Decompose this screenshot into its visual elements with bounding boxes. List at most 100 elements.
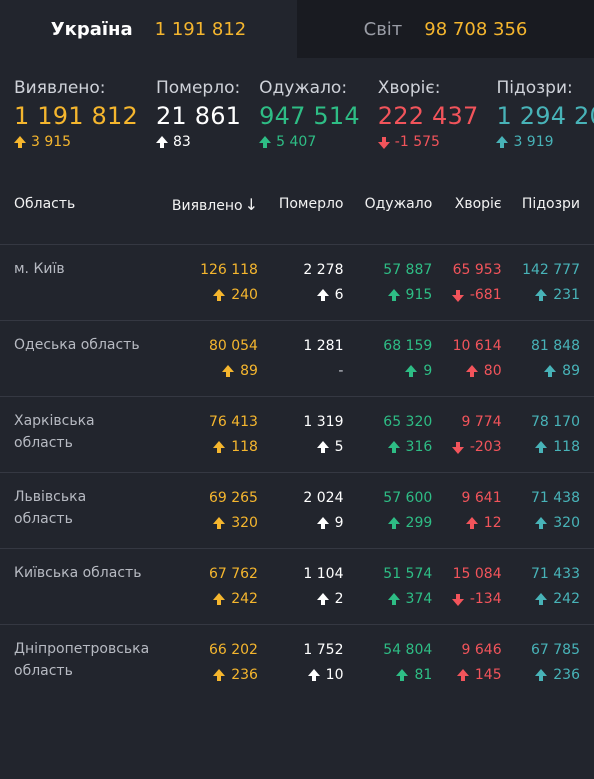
recovered-delta-value: 374 (405, 591, 433, 607)
suspected-cell: 71 438 320 (516, 473, 594, 549)
arrow-down-icon (451, 289, 464, 302)
col-header-recovered[interactable]: Одужало (364, 196, 433, 212)
arrow-up-icon (155, 135, 168, 148)
summary-stat-label: Виявлено: (14, 78, 106, 98)
arrow-up-icon (535, 516, 548, 529)
arrow-up-icon (387, 516, 400, 529)
detected-delta-value: 240 (231, 287, 258, 303)
arrow-up-icon (213, 668, 226, 681)
suspected-cell: 78 170 118 (516, 397, 594, 473)
detected-value: 80 054 (208, 338, 258, 354)
detected-value: 126 118 (200, 262, 258, 278)
table-row[interactable]: Київська область 67 762 242 1 104 2 51 574 374… (0, 548, 594, 625)
detected-cell: 67 762 242 (163, 549, 272, 625)
summary-stat-delta-value: 3 919 (513, 134, 554, 150)
sick-cell: 9 646 145 (446, 625, 515, 701)
arrow-up-icon (396, 668, 409, 681)
tab-ukraine-label: Україна (50, 18, 133, 40)
suspected-value: 71 438 (531, 490, 580, 506)
summary-stat-value: 947 514 (259, 102, 360, 130)
suspected-value: 142 777 (522, 262, 580, 278)
summary-stat: Хворіє: 222 437 -1 575 (377, 78, 479, 164)
arrow-up-icon (535, 668, 548, 681)
region-name: Львівська область (14, 489, 87, 527)
sick-delta-value: 12 (483, 515, 502, 531)
recovered-value: 57 887 (383, 262, 433, 278)
detected-value: 66 202 (208, 642, 258, 658)
regions-table: Область Виявлено ↓ Померло Одужало Хворіє… (0, 164, 594, 701)
arrow-up-icon (465, 364, 478, 377)
detected-delta: 240 (163, 284, 258, 306)
region-name: Дніпропетровська область (14, 641, 150, 679)
table-row[interactable]: Одеська область 80 054 89 1 281 - 68 159 9 10 6… (0, 320, 594, 397)
tab-ukraine[interactable]: Україна 1 191 812 (0, 0, 297, 58)
suspected-delta-value: 320 (553, 515, 580, 531)
recovered-cell: 57 600 299 (357, 473, 446, 549)
suspected-delta-value: 231 (553, 287, 580, 303)
detected-cell: 76 413 118 (163, 397, 272, 473)
died-delta: 5 (272, 436, 343, 458)
recovered-delta-value: 299 (405, 515, 433, 531)
table-row[interactable]: Львівська область 69 265 320 2 024 9 57 600 29… (0, 472, 594, 549)
region-name: Одеська область (14, 337, 140, 353)
sick-delta: -681 (446, 284, 502, 306)
summary-stats: Виявлено: 1 191 812 3 915 Померло: 21 861 83 О… (0, 58, 594, 164)
suspected-delta-value: 89 (562, 363, 580, 379)
arrow-up-icon (405, 364, 418, 377)
arrow-up-icon (259, 135, 272, 148)
summary-stat-delta: 5 407 (259, 134, 360, 150)
suspected-cell: 142 777 231 (516, 245, 594, 321)
arrow-up-icon (213, 440, 226, 453)
suspected-delta: 118 (516, 436, 580, 458)
table-row[interactable]: Дніпропетровська область 66 202 236 1 752 10… (0, 624, 594, 701)
sick-delta: -203 (446, 436, 502, 458)
recovered-value: 54 804 (383, 642, 433, 658)
summary-stat-delta-value: -1 575 (394, 134, 440, 150)
table-row[interactable]: Харківська область 76 413 118 1 319 5 65 320 3… (0, 396, 594, 473)
sick-cell: 9 774 -203 (446, 397, 515, 473)
summary-stat-delta: 83 (155, 134, 241, 150)
recovered-delta: 9 (357, 360, 432, 382)
arrow-up-icon (213, 516, 226, 529)
col-header-suspected[interactable]: Підозри (521, 196, 580, 212)
summary-stat-delta: 3 915 (14, 134, 138, 150)
tab-world[interactable]: Світ 98 708 356 (297, 0, 594, 58)
died-value: 1 752 (303, 642, 344, 658)
table-row[interactable]: м. Київ 126 118 240 2 278 6 57 887 915 65 953 -6… (0, 244, 594, 321)
recovered-value: 51 574 (383, 566, 433, 582)
arrow-up-icon (387, 288, 400, 301)
sick-delta-value: 80 (483, 363, 502, 379)
sick-delta-value: -134 (469, 591, 502, 607)
sick-value: 10 614 (452, 338, 502, 354)
detected-cell: 126 118 240 (163, 245, 272, 321)
col-header-detected-label: Виявлено (171, 197, 243, 214)
summary-stat-label: Померло: (155, 78, 241, 98)
col-header-sick[interactable]: Хворіє (454, 196, 502, 212)
sick-cell: 9 641 12 (446, 473, 515, 549)
arrow-up-icon (387, 592, 400, 605)
died-delta: 2 (272, 588, 344, 610)
arrow-up-icon (316, 592, 329, 605)
died-delta-value: 2 (334, 591, 344, 607)
arrow-up-icon (535, 440, 548, 453)
col-header-detected[interactable]: Виявлено ↓ (163, 164, 272, 245)
recovered-delta-value: 915 (405, 287, 433, 303)
recovered-cell: 57 887 915 (357, 245, 446, 321)
died-cell: 1 752 10 (272, 625, 358, 701)
arrow-up-icon (213, 288, 226, 301)
detected-value: 76 413 (208, 414, 258, 430)
sick-delta: 12 (446, 512, 502, 534)
recovered-cell: 68 159 9 (357, 321, 446, 397)
arrow-up-icon (387, 440, 400, 453)
died-cell: 2 024 9 (272, 473, 358, 549)
died-delta-value: 6 (334, 287, 344, 303)
col-header-died[interactable]: Померло (278, 196, 344, 212)
col-header-region[interactable]: Область (14, 196, 76, 212)
died-value: 2 024 (303, 490, 344, 506)
died-value: 1 104 (303, 566, 344, 582)
detected-cell: 69 265 320 (163, 473, 272, 549)
sick-value: 9 646 (461, 642, 502, 658)
recovered-delta: 915 (357, 284, 432, 306)
arrow-up-icon (316, 516, 329, 529)
suspected-delta: 242 (516, 588, 580, 610)
